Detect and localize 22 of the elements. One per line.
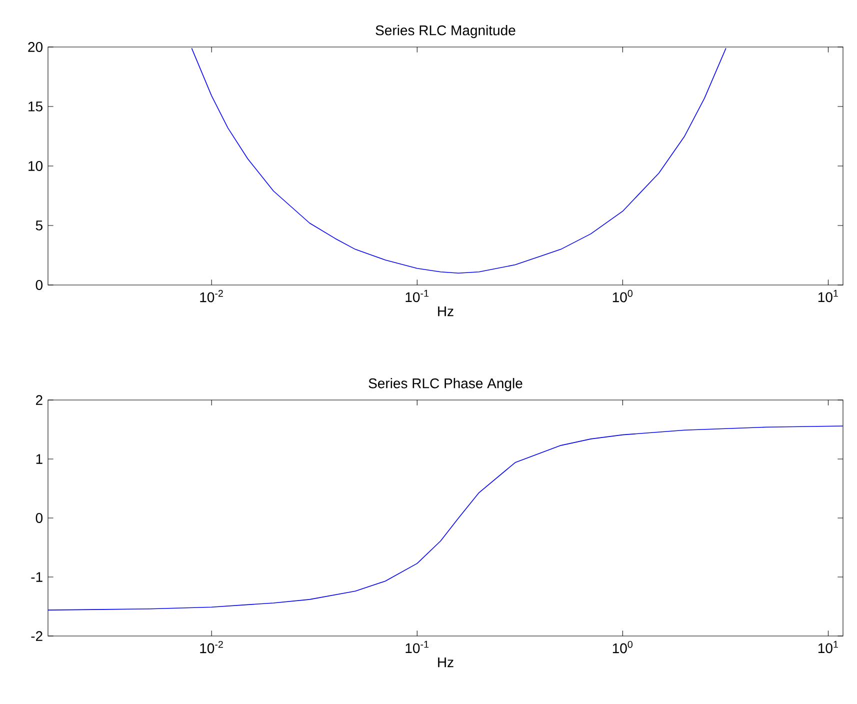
y-tick-label: 2 bbox=[36, 395, 42, 405]
x-tick-label: 10$^{1}$ bbox=[818, 290, 838, 302]
x-axis-title: Hz bbox=[438, 657, 454, 668]
x-tick-label: 10$^{-2}$ bbox=[200, 640, 223, 654]
y-tick-label: 1 bbox=[36, 454, 42, 464]
x-tick-label: 10$^{-1}$ bbox=[406, 290, 428, 302]
y-tick-label: 20 bbox=[28, 42, 43, 52]
y-tick-label: -2 bbox=[31, 631, 42, 641]
x-tick-label: 10$^{0}$ bbox=[612, 290, 632, 302]
y-tick-label: 0 bbox=[36, 280, 43, 290]
chart-title: Series RLC Magnitude bbox=[376, 25, 516, 38]
chart-title: Series RLC Phase Angle bbox=[368, 378, 522, 392]
y-tick-label: 5 bbox=[36, 220, 42, 230]
x-axis-title: Hz bbox=[438, 306, 454, 316]
x-tick-label: 10$^{-1}$ bbox=[406, 640, 428, 654]
x-tick-label: 10$^{-2}$ bbox=[200, 290, 223, 302]
y-tick-label: 0 bbox=[36, 513, 43, 523]
x-tick-label: 10$^{1}$ bbox=[818, 640, 838, 654]
x-tick-label: 10$^{0}$ bbox=[612, 640, 632, 654]
y-tick-label: 10 bbox=[28, 161, 43, 171]
y-tick-label: 15 bbox=[28, 102, 42, 112]
y-tick-label: -1 bbox=[31, 572, 42, 582]
